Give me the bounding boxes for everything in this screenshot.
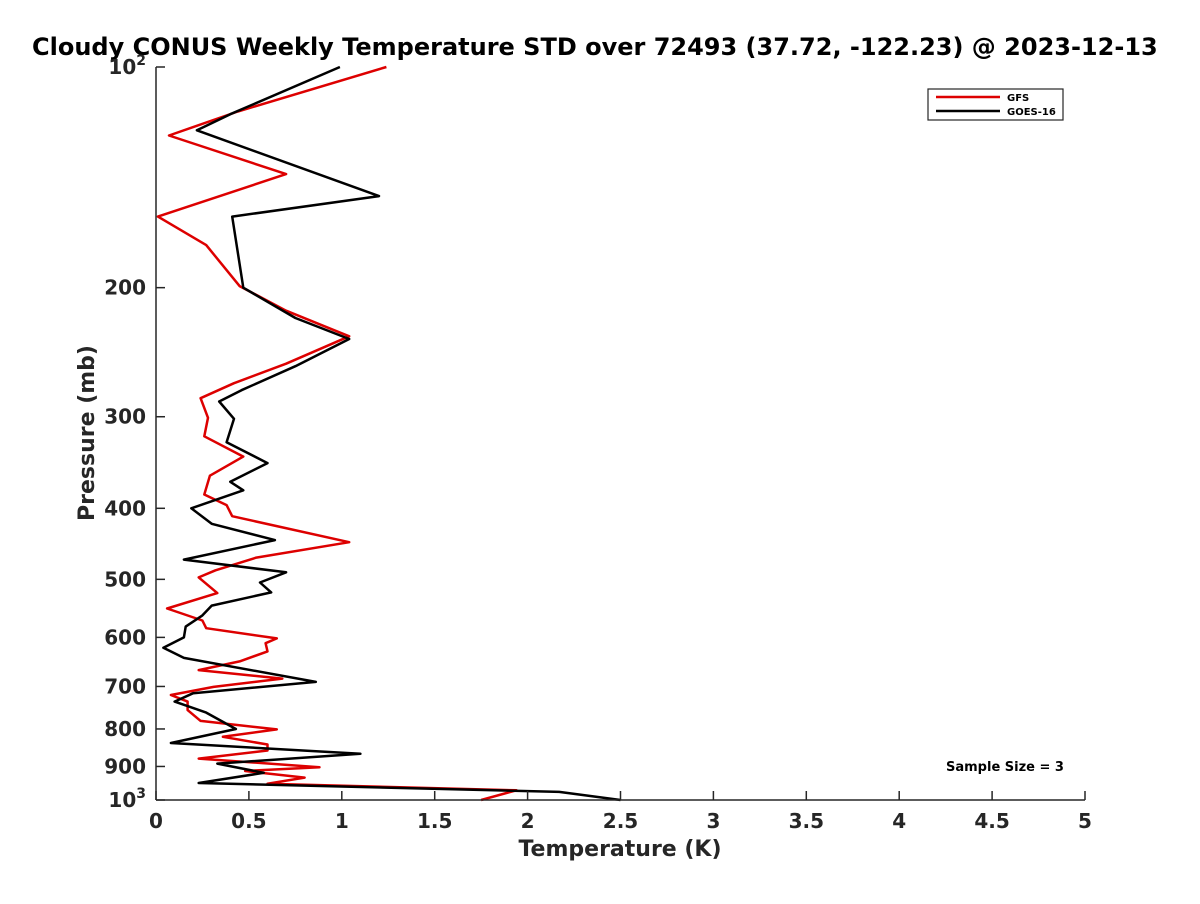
legend-box: [927, 88, 1064, 121]
x-tick-label: 0: [149, 809, 163, 833]
x-tick-label: 4: [892, 809, 906, 833]
series-layer: [156, 65, 621, 802]
y-tick-label: 600: [104, 625, 146, 649]
x-tick-label: 2: [521, 809, 535, 833]
legend-label-goes16: GOES-16: [1007, 107, 1056, 118]
series-line-0: [156, 65, 518, 802]
y-tick-label: 800: [104, 717, 146, 741]
legend: GFS GOES-16: [927, 88, 1064, 121]
y-tick-label: 400: [104, 496, 146, 520]
x-tick-label: 3: [706, 809, 720, 833]
x-tick-label: 1: [335, 809, 349, 833]
y-tick-label: 500: [104, 567, 146, 591]
x-tick-label: 5: [1078, 809, 1092, 833]
x-tick-label: 2.5: [603, 809, 638, 833]
x-tick-label: 3.5: [789, 809, 824, 833]
y-tick-label: 102: [108, 53, 146, 79]
x-axis-label: Temperature (K): [518, 837, 721, 862]
y-tick-label: 103: [108, 786, 146, 812]
y-tick-label: 700: [104, 674, 146, 698]
y-axis-label: Pressure (mb): [75, 345, 100, 521]
y-tick-label: 900: [104, 754, 146, 778]
x-tick-label: 0.5: [231, 809, 266, 833]
series-line-1: [162, 65, 621, 802]
y-tick-label: 300: [104, 405, 146, 429]
ticks-layer: 0 0.5 1 1.5 2 2.5 3 3.5 4 4.5 5 102 200 300 400 500 600 7…: [104, 53, 1092, 833]
legend-label-gfs: GFS: [1007, 93, 1029, 104]
x-tick-label: 1.5: [417, 809, 452, 833]
x-tick-label: 4.5: [974, 809, 1009, 833]
chart-title: Cloudy CONUS Weekly Temperature STD over…: [32, 33, 1158, 61]
plot-area: [156, 67, 1085, 800]
sample-size-annotation: Sample Size = 3: [946, 760, 1064, 775]
y-tick-label: 200: [104, 276, 146, 300]
